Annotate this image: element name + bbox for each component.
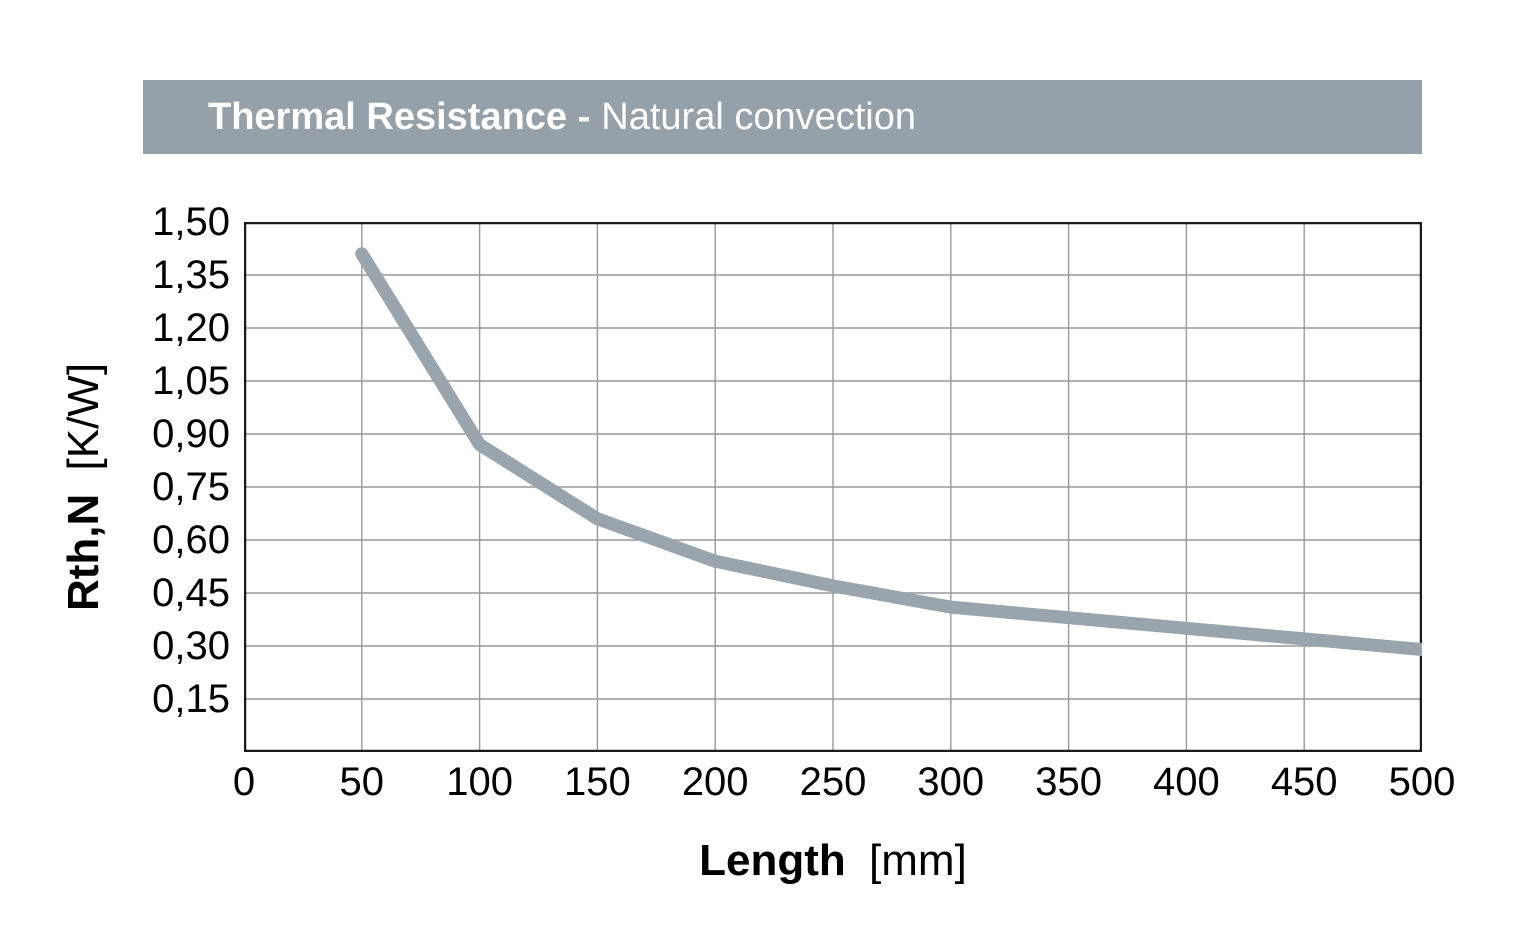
x-tick-label: 250 xyxy=(799,760,867,804)
x-tick-label: 100 xyxy=(446,760,513,804)
x-tick-label: 0 xyxy=(232,760,256,804)
x-tick-label: 450 xyxy=(1270,760,1338,804)
chart-title-regular: Natural convection xyxy=(601,95,916,138)
x-tick-label: 300 xyxy=(917,760,985,804)
y-tick-label: 0,30 xyxy=(152,624,230,668)
x-tick-label: 150 xyxy=(564,760,631,804)
y-tick-label: 1,50 xyxy=(152,200,230,244)
plot-area xyxy=(244,222,1422,752)
chart-title-bold: Thermal Resistance - xyxy=(208,95,591,138)
data-curve xyxy=(355,247,1422,656)
x-tick-label: 400 xyxy=(1153,760,1220,804)
x-tick-label: 500 xyxy=(1388,760,1456,804)
y-tick-label: 0,75 xyxy=(152,465,230,509)
x-axis-title: Length [mm] xyxy=(699,836,967,886)
y-tick-label: 0,90 xyxy=(152,412,230,456)
y-tick-label: 1,20 xyxy=(152,306,230,350)
plot-frame xyxy=(244,222,1422,752)
x-axis-title-unit: [mm] xyxy=(869,836,967,885)
chart-title-banner: Thermal Resistance - Natural convection xyxy=(143,80,1422,154)
x-axis-title-quantity: Length xyxy=(699,836,846,885)
x-tick-label: 50 xyxy=(339,760,385,804)
y-tick-label: 1,35 xyxy=(152,253,230,297)
y-tick-label: 0,45 xyxy=(152,571,230,615)
y-tick-label: 1,05 xyxy=(152,359,230,403)
y-tick-label: 0,60 xyxy=(152,518,230,562)
x-tick-label: 200 xyxy=(681,760,749,804)
x-tick-label: 350 xyxy=(1035,760,1102,804)
y-tick-label: 0,15 xyxy=(152,677,230,721)
